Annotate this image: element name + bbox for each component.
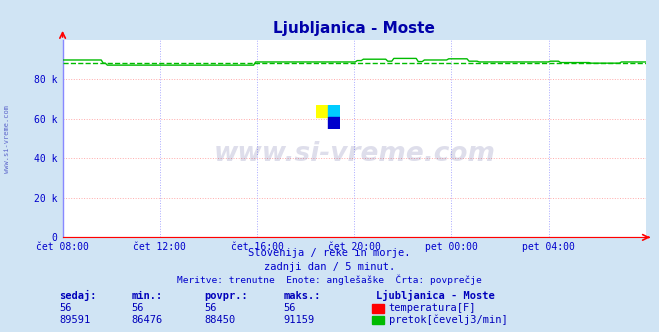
- Text: www.si-vreme.com: www.si-vreme.com: [3, 106, 10, 173]
- Text: 88450: 88450: [204, 315, 235, 325]
- Text: 56: 56: [132, 303, 144, 313]
- Text: 89591: 89591: [59, 315, 90, 325]
- Text: Meritve: trenutne  Enote: anglešaške  Črta: povprečje: Meritve: trenutne Enote: anglešaške Črta…: [177, 274, 482, 285]
- Text: Ljubljanica - Moste: Ljubljanica - Moste: [376, 290, 494, 301]
- Text: zadnji dan / 5 minut.: zadnji dan / 5 minut.: [264, 262, 395, 272]
- Text: Slovenija / reke in morje.: Slovenija / reke in morje.: [248, 248, 411, 258]
- Text: temperatura[F]: temperatura[F]: [389, 303, 476, 313]
- Text: maks.:: maks.:: [283, 291, 321, 301]
- Text: min.:: min.:: [132, 291, 163, 301]
- Text: 91159: 91159: [283, 315, 314, 325]
- Text: 56: 56: [204, 303, 217, 313]
- Text: 56: 56: [59, 303, 72, 313]
- Bar: [328, 117, 339, 129]
- Bar: [316, 105, 328, 117]
- Title: Ljubljanica - Moste: Ljubljanica - Moste: [273, 21, 435, 36]
- Bar: [328, 105, 339, 117]
- Text: www.si-vreme.com: www.si-vreme.com: [214, 141, 495, 167]
- Text: 86476: 86476: [132, 315, 163, 325]
- Text: 56: 56: [283, 303, 296, 313]
- Text: povpr.:: povpr.:: [204, 291, 248, 301]
- Text: sedaj:: sedaj:: [59, 290, 97, 301]
- Text: pretok[čevelj3/min]: pretok[čevelj3/min]: [389, 314, 507, 325]
